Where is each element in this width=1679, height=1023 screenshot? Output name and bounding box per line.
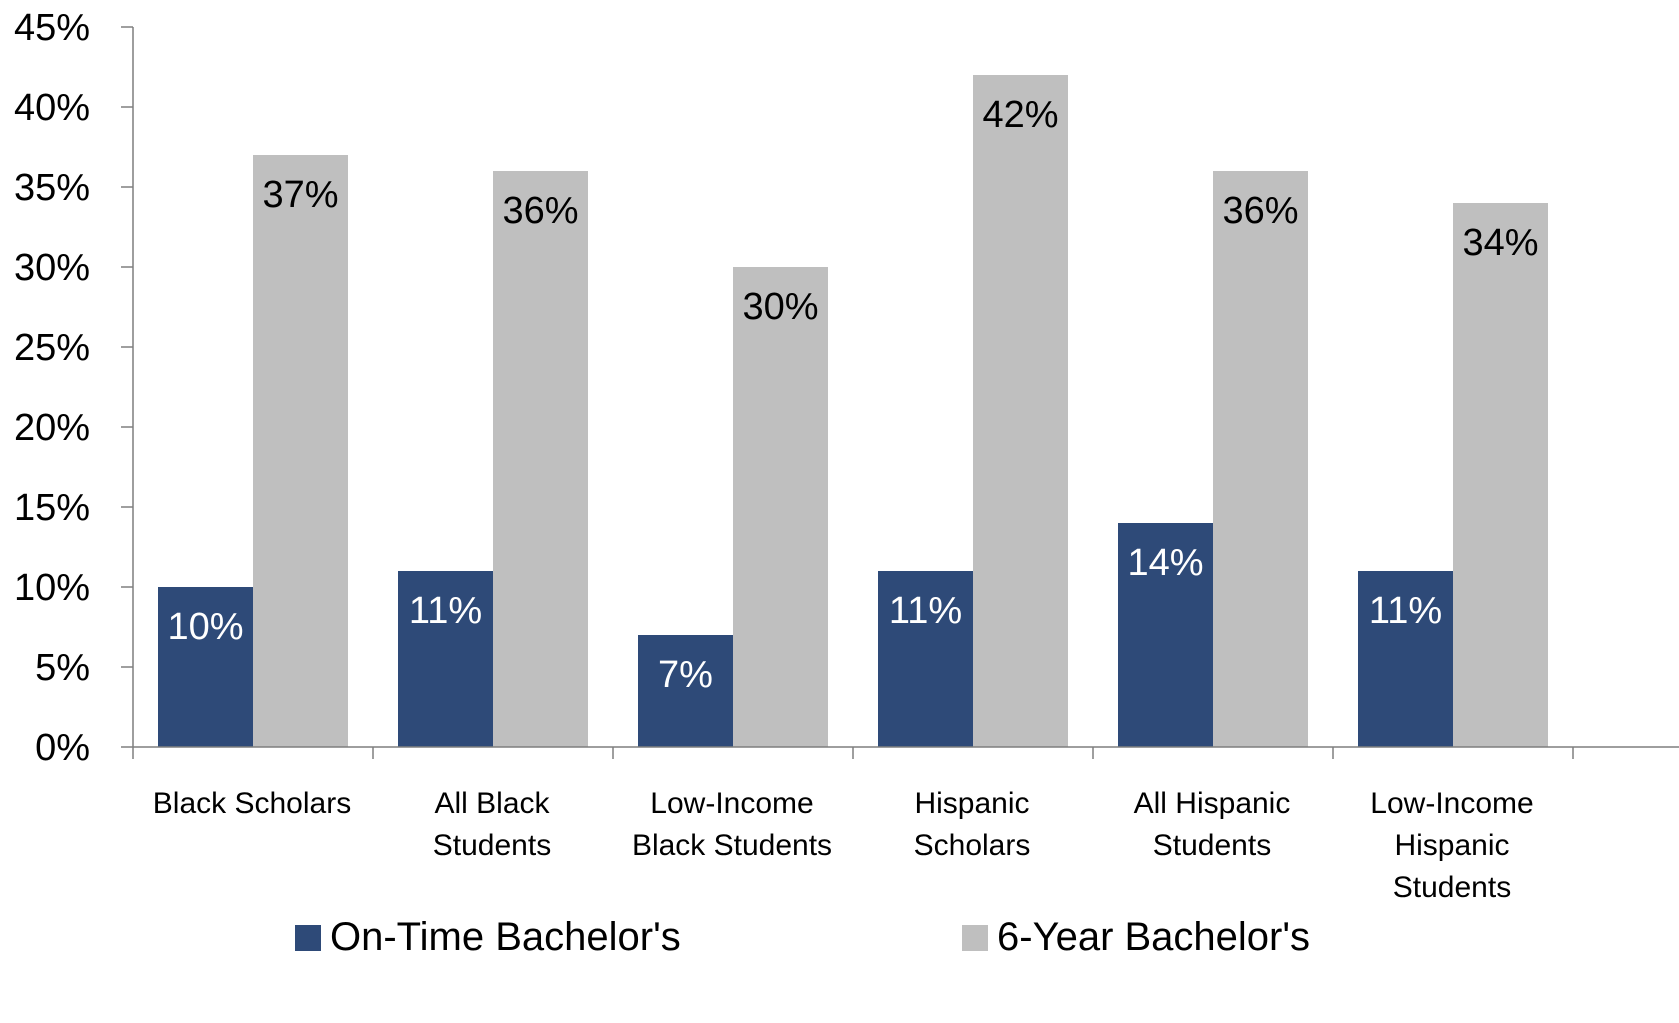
x-category-label: Low-Income Hispanic Students — [1370, 787, 1533, 904]
legend-label: 6-Year Bachelor's — [997, 915, 1310, 959]
bar-six-year — [1453, 203, 1548, 747]
y-tick-label: 0% — [35, 727, 90, 769]
legend: On-Time Bachelor's 6-Year Bachelor's — [295, 915, 1310, 959]
data-label: 34% — [1462, 222, 1538, 264]
data-label: 36% — [1222, 190, 1298, 232]
labels-group: 10% 11% 7% 11% 14% 11% 37% 36% 30% 42% 36% 34% Black… — [153, 94, 1539, 904]
axes-group: 0% 5% 10% 15% 20% 25% 30% 35% 40% 45% — [14, 7, 1679, 769]
legend-label: On-Time Bachelor's — [330, 915, 681, 959]
bar-on-time — [878, 571, 973, 747]
x-category-label: All Black Students — [433, 787, 551, 862]
data-label: 11% — [409, 590, 482, 632]
y-tick-label: 25% — [14, 327, 90, 369]
bar-six-year — [733, 267, 828, 747]
bar-on-time — [398, 571, 493, 747]
bar-six-year — [253, 155, 348, 747]
y-tick-label: 45% — [14, 7, 90, 49]
x-category-label: Low-Income Black Students — [632, 787, 832, 862]
data-label: 7% — [658, 654, 713, 696]
y-tick-label: 10% — [14, 567, 90, 609]
x-category-label: Hispanic Scholars — [914, 787, 1031, 862]
bars-group — [158, 75, 1548, 747]
y-tick-label: 35% — [14, 167, 90, 209]
data-label: 11% — [889, 590, 962, 632]
data-label: 42% — [982, 94, 1058, 136]
data-label: 11% — [1369, 590, 1442, 632]
y-tick-label: 20% — [14, 407, 90, 449]
bar-six-year — [973, 75, 1068, 747]
data-label: 30% — [742, 286, 818, 328]
legend-swatch — [962, 925, 988, 951]
x-category-label: Black Scholars — [153, 787, 351, 820]
bar-six-year — [1213, 171, 1308, 747]
x-category-label: All Hispanic Students — [1134, 787, 1291, 862]
bar-six-year — [493, 171, 588, 747]
y-tick-label: 5% — [35, 647, 90, 689]
data-label: 36% — [502, 190, 578, 232]
data-label: 10% — [167, 606, 243, 648]
bar-on-time — [158, 587, 253, 747]
y-tick-label: 15% — [14, 487, 90, 529]
bar-on-time — [1358, 571, 1453, 747]
data-label: 14% — [1127, 542, 1203, 584]
data-label: 37% — [262, 174, 338, 216]
bar-on-time — [1118, 523, 1213, 747]
legend-swatch — [295, 925, 321, 951]
y-tick-label: 40% — [14, 87, 90, 129]
y-tick-label: 30% — [14, 247, 90, 289]
bar-on-time — [638, 635, 733, 747]
